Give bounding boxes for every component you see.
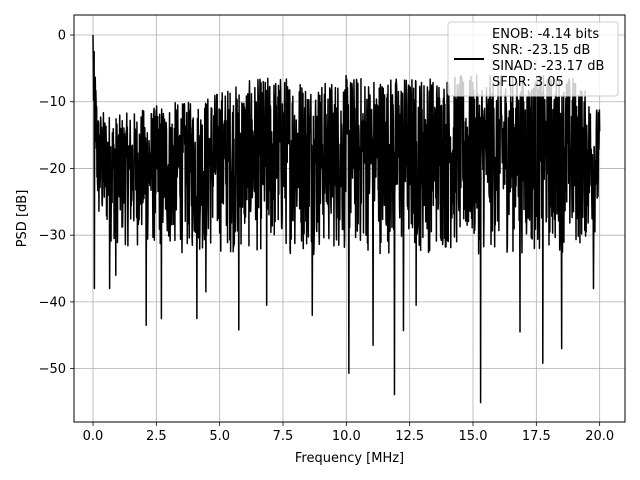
x-axis-label: Frequency [MHz]	[295, 451, 404, 466]
x-tick-label: 17.5	[522, 429, 551, 444]
y-axis-label: PSD [dB]	[15, 190, 30, 248]
y-tick-label: 0	[58, 29, 66, 44]
legend-entry: ENOB: -4.14 bits SNR: -23.15 dB SINAD: -23…	[492, 27, 604, 90]
legend-box	[447, 21, 619, 97]
y-axis-ticks: 0 −10 −20 −30 −40 −50	[39, 29, 74, 377]
y-tick-label: −30	[39, 229, 66, 244]
x-tick-label: 12.5	[395, 429, 424, 444]
y-tick-label: −50	[39, 362, 66, 377]
legend-line: SINAD: -23.17 dB	[492, 59, 604, 74]
plot-frame	[73, 14, 626, 423]
legend-line: SNR: -23.15 dB	[492, 43, 590, 58]
x-tick-label: 7.5	[273, 429, 294, 444]
y-tick-label: −40	[39, 295, 66, 310]
legend: ENOB: -4.14 bits SNR: -23.15 dB SINAD: -23…	[447, 21, 619, 97]
x-tick-label: 10.0	[332, 429, 361, 444]
x-tick-label: 15.0	[459, 429, 488, 444]
legend-line: SFDR: 3.05	[492, 75, 564, 90]
y-tick-label: −10	[39, 95, 66, 110]
x-tick-label: 20.0	[585, 429, 614, 444]
x-axis-ticks: 0.0 2.5 5.0 7.5 10.0 12.5 15.0 17.5 20.0	[83, 422, 614, 444]
psd-series	[92, 35, 601, 404]
y-tick-label: −20	[39, 162, 66, 177]
psd-line	[92, 35, 601, 404]
x-tick-label: 0.0	[83, 429, 104, 444]
legend-line: ENOB: -4.14 bits	[492, 27, 599, 42]
x-tick-label: 2.5	[146, 429, 167, 444]
x-tick-label: 5.0	[209, 429, 230, 444]
